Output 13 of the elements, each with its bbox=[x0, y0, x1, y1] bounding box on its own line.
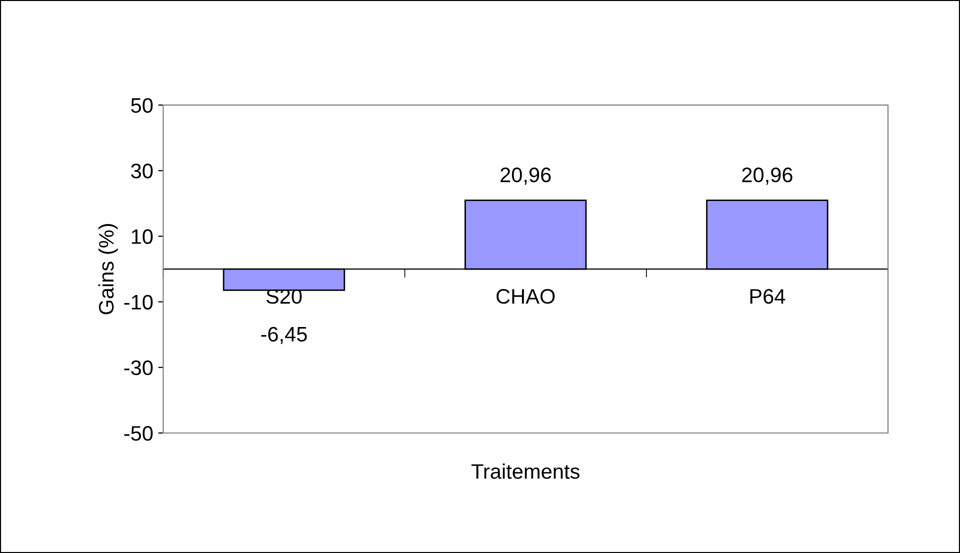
data-label: 20,96 bbox=[500, 168, 551, 185]
y-tick-label: 30 bbox=[131, 164, 153, 178]
data-label: -6,45 bbox=[261, 326, 307, 344]
x-axis-title: Traitements bbox=[471, 464, 580, 479]
y-tick-label: -10 bbox=[124, 294, 153, 310]
y-tick-label: 50 bbox=[131, 98, 153, 113]
y-axis-title: Gains (%) bbox=[98, 224, 118, 314]
x-tick-label: CHAO bbox=[496, 289, 555, 304]
y-tick-label: 10 bbox=[132, 229, 153, 244]
data-label: 20,96 bbox=[742, 168, 792, 185]
x-tick-label: P64 bbox=[750, 289, 786, 304]
y-tick-label: -30 bbox=[124, 360, 153, 376]
y-tick-label: -50 bbox=[124, 426, 153, 441]
